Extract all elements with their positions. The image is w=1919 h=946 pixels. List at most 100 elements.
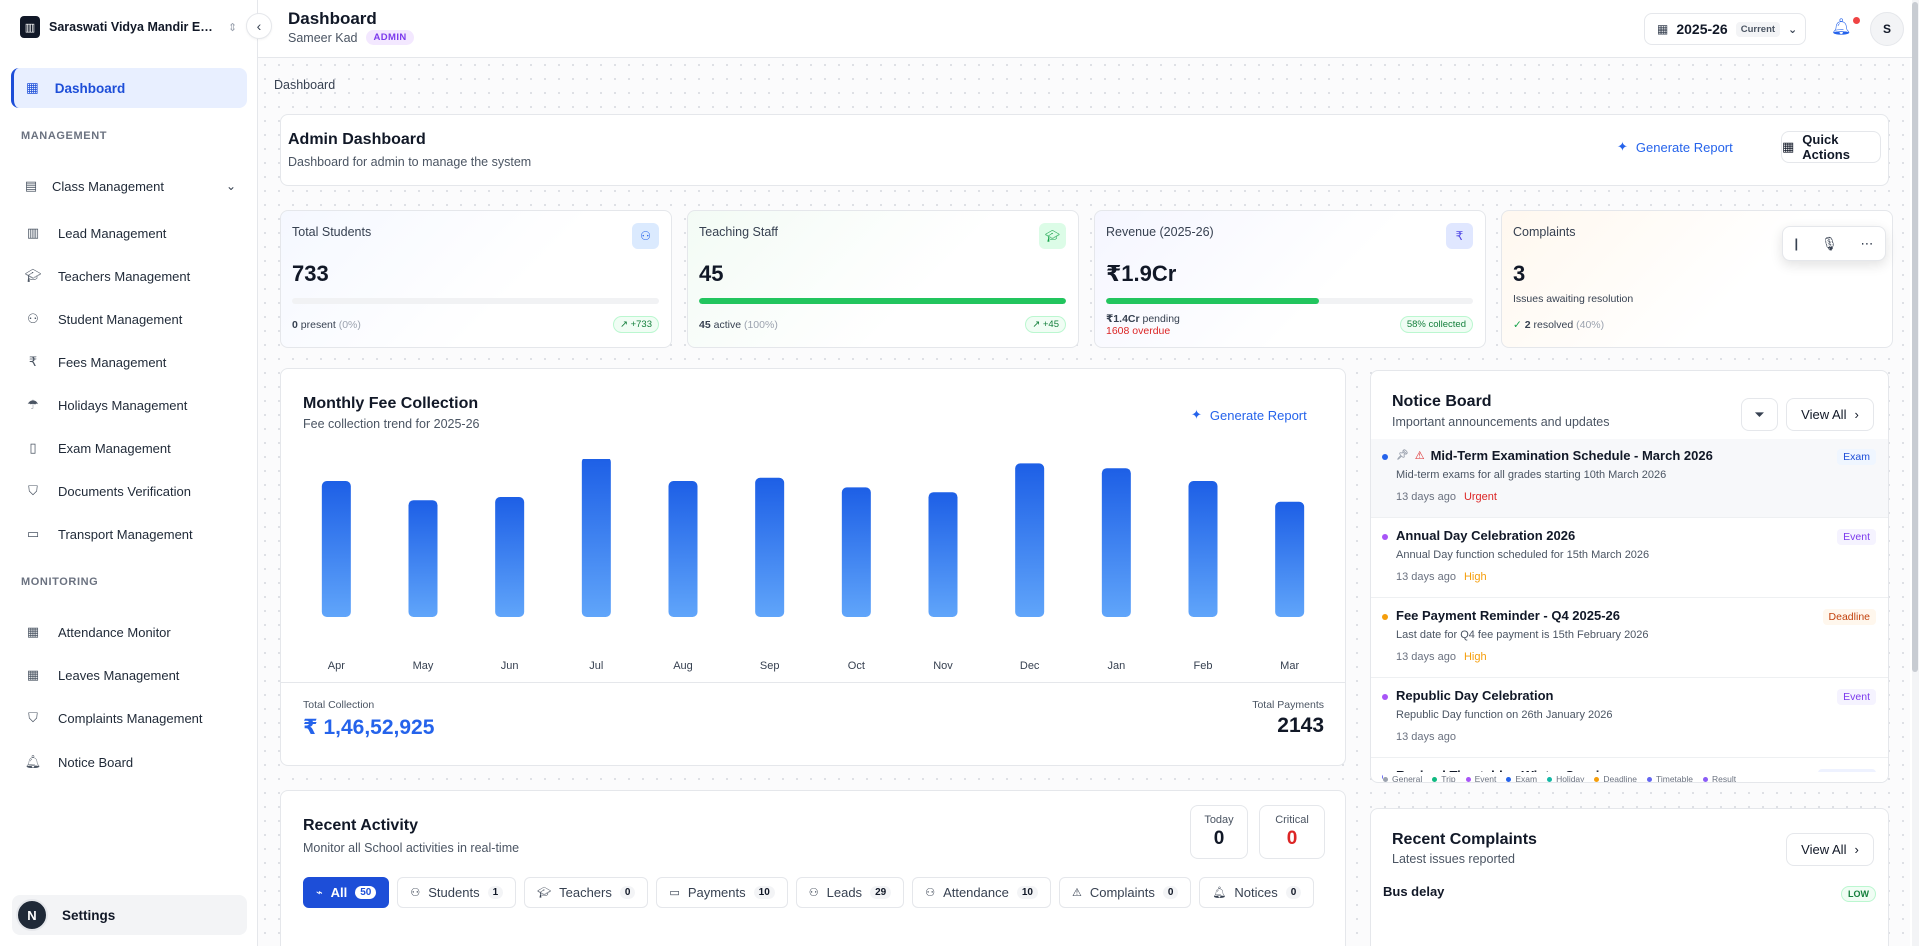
- stat-description: Issues awaiting resolution: [1513, 293, 1634, 305]
- bar-jun[interactable]: [495, 497, 525, 617]
- sidebar-item-exam-management[interactable]: ▯ Exam Management: [24, 438, 170, 458]
- collapse-sidebar-button[interactable]: ‹: [246, 13, 272, 39]
- sidebar-item-complaints-management[interactable]: ⛉ Complaints Management: [24, 708, 203, 728]
- filter-button[interactable]: ⏷: [1741, 398, 1778, 431]
- academic-year-select[interactable]: ▦ 2025-26 Current ⌄: [1644, 13, 1806, 45]
- stat-card-students[interactable]: Total Students ⚇ 733 0 present (0%) ↗ +7…: [280, 210, 672, 348]
- bar-sep[interactable]: [755, 477, 785, 617]
- scrollbar-thumb[interactable]: [1912, 2, 1918, 672]
- tab-teachers[interactable]: 🎓︎ Teachers 0: [524, 877, 649, 908]
- tab-leads[interactable]: ⚇ Leads 29: [795, 877, 905, 908]
- sidebar-item-documents-verification[interactable]: ⛉ Documents Verification: [24, 481, 191, 501]
- bar-nov[interactable]: [928, 492, 958, 617]
- sidebar-item-label: Dashboard: [54, 80, 126, 96]
- activity-tabs: ⌁ All 50 ⚇ Students 1 🎓︎ Teachers 0 ▭ Payments 10 ⚇ L…: [303, 877, 1315, 908]
- tab-label: Students: [428, 885, 480, 900]
- sidebar-item-leaves-management[interactable]: ▦ Leaves Management: [24, 665, 180, 685]
- bar-apr[interactable]: [321, 481, 351, 617]
- tab-count: 0: [1162, 886, 1179, 899]
- bar-aug[interactable]: [668, 481, 698, 617]
- complaint-item-title[interactable]: Bus delay: [1383, 884, 1445, 899]
- section-subtitle: Monitor all School activities in real-ti…: [303, 841, 520, 855]
- stat-card-staff[interactable]: Teaching Staff 🎓︎ 45 45 active (100%) ↗ …: [687, 210, 1079, 348]
- breadcrumb[interactable]: Dashboard: [274, 78, 336, 92]
- view-all-label: View All: [1801, 407, 1847, 422]
- stat-value: 3: [1513, 261, 1526, 286]
- view-all-button[interactable]: View All ›: [1786, 833, 1874, 866]
- bar-oct[interactable]: [841, 487, 871, 617]
- recent-complaints-card: Recent Complaints Latest issues reported…: [1370, 808, 1889, 946]
- bar-dec[interactable]: [1015, 463, 1045, 617]
- today-value: 0: [1213, 828, 1225, 849]
- microphone-icon[interactable]: 🎙︎: [1821, 235, 1838, 251]
- view-all-button[interactable]: View All ›: [1786, 398, 1874, 431]
- user-plus-icon: ⚇: [808, 887, 819, 899]
- sidebar-item-transport-management[interactable]: ▭ Transport Management: [24, 524, 193, 544]
- shield-icon: ⛉: [28, 710, 38, 725]
- generate-report-button[interactable]: ✦ Generate Report: [1617, 139, 1733, 155]
- stat-footer: 0 present (0%): [292, 319, 361, 331]
- stat-footer: ✓ 2 resolved (40%): [1513, 319, 1605, 331]
- sidebar-item-attendance-monitor[interactable]: ▦ Attendance Monitor: [24, 622, 171, 642]
- school-logo-icon: ▥: [20, 16, 40, 38]
- stat-label: Teaching Staff: [699, 225, 778, 239]
- more-icon[interactable]: ⋯: [1860, 235, 1874, 251]
- chevron-updown-icon: ⇕: [228, 21, 238, 34]
- sidebar-item-label: Complaints Management: [58, 710, 203, 726]
- notice-item[interactable]: 📌︎ ⚠ Mid-Term Examination Schedule - March…: [1371, 439, 1888, 518]
- notice-item[interactable]: Fee Payment Reminder - Q4 2025-26 Last da…: [1371, 599, 1888, 678]
- sidebar-item-fees-management[interactable]: ₹ Fees Management: [24, 352, 167, 372]
- quick-actions-button[interactable]: ▦ Quick Actions: [1781, 131, 1881, 163]
- generate-report-label: Generate Report: [1209, 407, 1307, 423]
- role-badge: ADMIN: [366, 30, 414, 45]
- bus-icon: ▭: [26, 526, 40, 541]
- sidebar-item-notice-board[interactable]: 🔔︎ Notice Board: [24, 752, 133, 772]
- school-switcher[interactable]: ▥ Saraswati Vidya Mandir Engl... ⇕: [20, 16, 240, 38]
- notice-item[interactable]: Annual Day Celebration 2026 Annual Day fu…: [1371, 519, 1888, 598]
- bar-may[interactable]: [408, 500, 438, 617]
- settings-button[interactable]: N Settings: [12, 895, 247, 935]
- bar-feb[interactable]: [1188, 481, 1218, 617]
- legend-item: Timetable: [1647, 774, 1693, 782]
- sidebar-item-dashboard[interactable]: ▦ Dashboard: [11, 68, 247, 108]
- bar-mar[interactable]: [1275, 501, 1305, 617]
- progress-track: [1106, 298, 1473, 304]
- bar-jan[interactable]: [1101, 468, 1131, 617]
- notice-tag: Event: [1837, 529, 1876, 545]
- generate-report-button[interactable]: ✦ Generate Report: [1191, 407, 1307, 423]
- sidebar-item-class-management[interactable]: ▤ Class Management ⌄: [22, 176, 236, 196]
- notifications-bell-icon[interactable]: 🔔︎: [1831, 19, 1852, 36]
- category-dot: [1382, 614, 1388, 620]
- stat-card-revenue[interactable]: Revenue (2025-26) ₹ ₹1.9Cr ₹1.4Cr pendin…: [1094, 210, 1486, 348]
- floating-toolbar: | 🎙︎ ⋯: [1782, 226, 1886, 261]
- sidebar-item-teachers-management[interactable]: 🎓︎ Teachers Management: [24, 266, 191, 286]
- tab-payments[interactable]: ▭ Payments 10: [656, 877, 788, 908]
- avatar[interactable]: S: [1870, 12, 1904, 46]
- tab-attendance[interactable]: ⚇ Attendance 10: [912, 877, 1051, 908]
- tab-notices[interactable]: 🔔︎ Notices 0: [1199, 877, 1315, 908]
- sidebar-item-student-management[interactable]: ⚇ Student Management: [24, 309, 182, 329]
- sidebar-item-label: Class Management: [52, 178, 164, 194]
- legend-item: Exam: [1506, 774, 1537, 782]
- tab-all[interactable]: ⌁ All 50: [303, 877, 390, 908]
- chevron-down-icon: ⌄: [1788, 23, 1798, 36]
- collected-pill: 58% collected: [1399, 316, 1473, 333]
- bar-jul[interactable]: [581, 459, 611, 617]
- sidebar-item-lead-management[interactable]: ▥ Lead Management: [24, 223, 167, 243]
- tab-count: 29: [870, 886, 892, 899]
- sidebar-item-holidays-management[interactable]: ☂ Holidays Management: [24, 395, 187, 415]
- notice-meta: 13 days ago Urgent: [1396, 491, 1497, 503]
- tab-count: 0: [619, 886, 636, 899]
- divider: [281, 682, 1345, 683]
- tab-label: Complaints: [1089, 885, 1155, 900]
- x-tick-label: Nov: [933, 660, 953, 672]
- tab-count: 50: [355, 886, 377, 899]
- calendar-icon: ▦: [1657, 22, 1669, 36]
- tab-students[interactable]: ⚇ Students 1: [397, 877, 517, 908]
- drag-handle-icon[interactable]: |: [1794, 236, 1799, 251]
- notice-description: Republic Day function on 26th January 20…: [1396, 709, 1613, 721]
- total-payments-value: 2143: [1277, 714, 1324, 737]
- tab-complaints[interactable]: ⚠ Complaints 0: [1058, 877, 1192, 908]
- notice-item[interactable]: Republic Day Celebration Republic Day fun…: [1371, 679, 1888, 758]
- section-management: MANAGEMENT: [21, 130, 108, 142]
